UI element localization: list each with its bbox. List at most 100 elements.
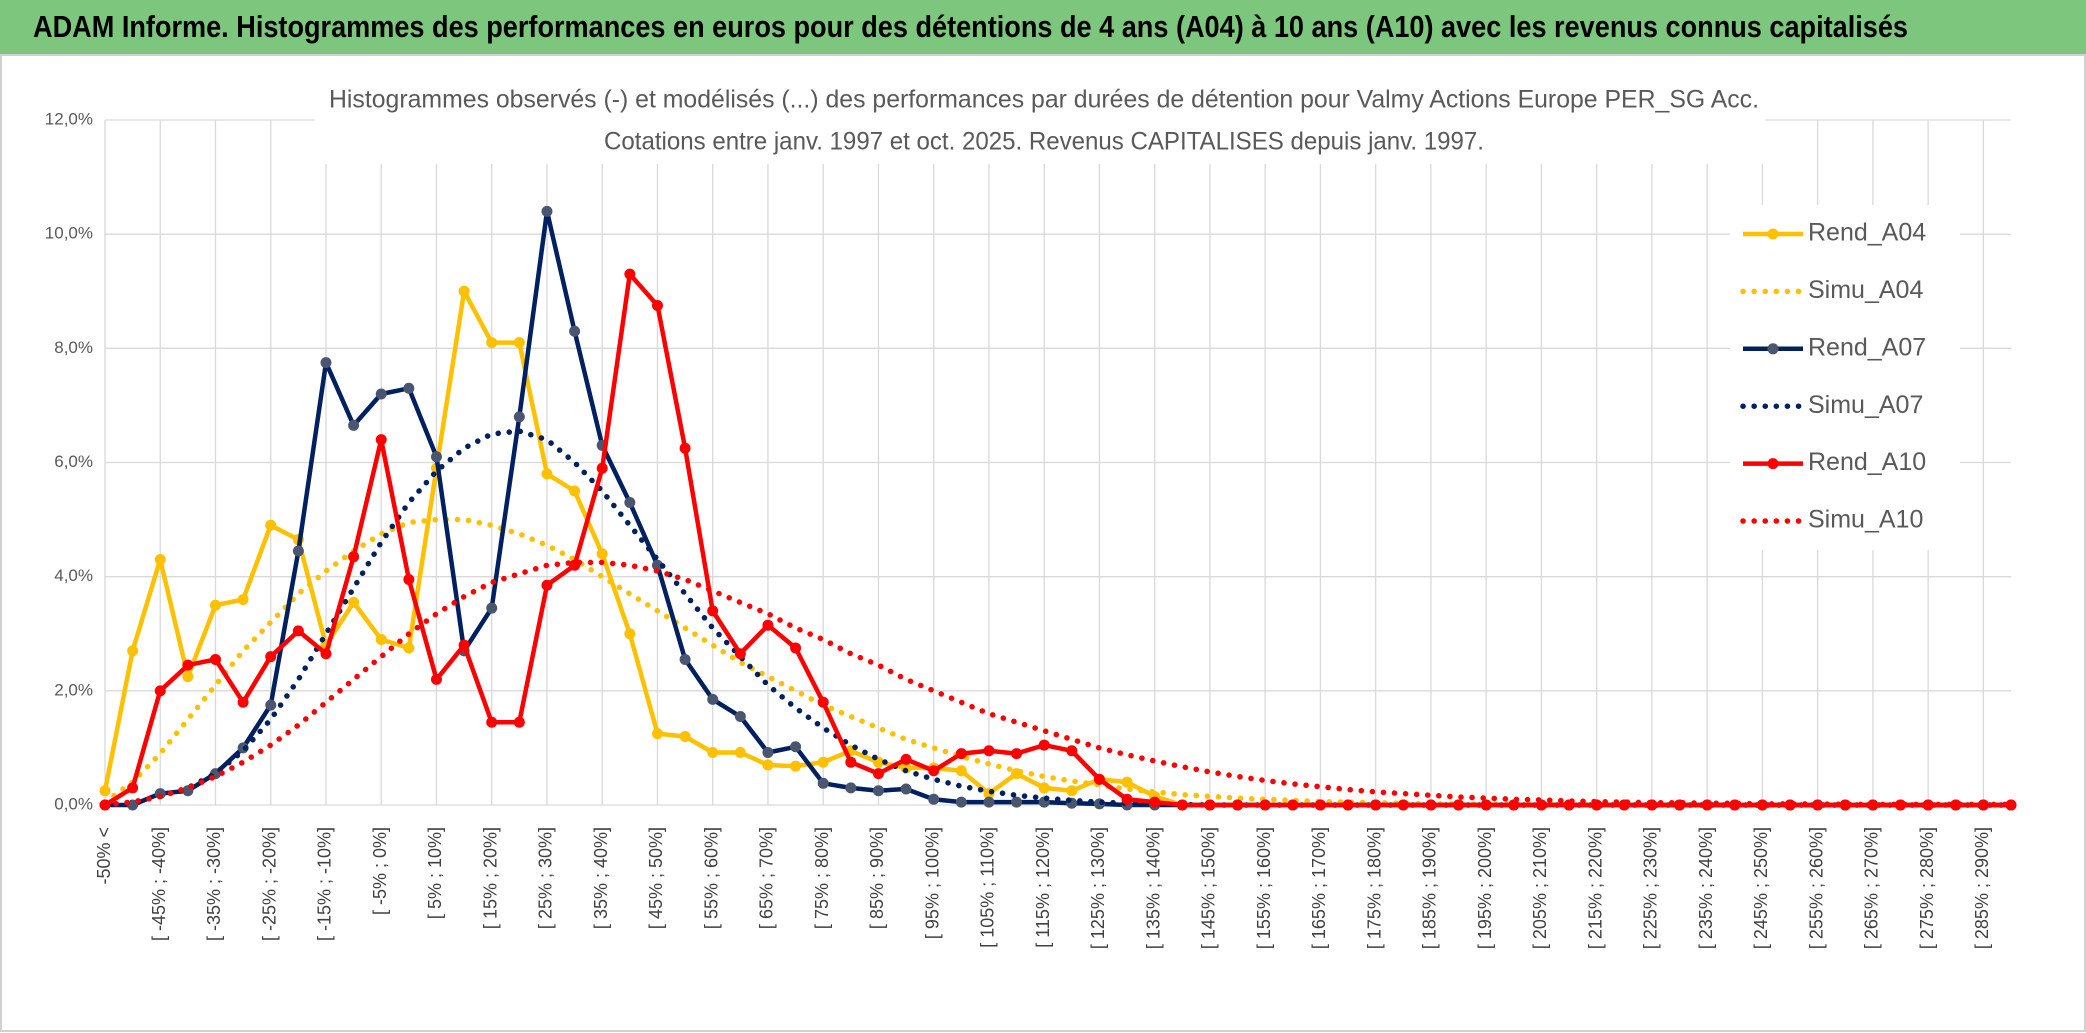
data-point [1093,773,1105,785]
data-point [513,716,525,728]
data-point [458,285,470,297]
data-point [679,731,691,742]
data-point [817,756,829,768]
x-tick-label: [ 225% ; 230%] [1641,827,1661,949]
x-tick-label: [ 55% ; 60%] [701,827,721,929]
data-point [375,388,387,400]
data-point [486,716,498,728]
data-point [955,796,967,808]
data-point [430,673,442,685]
data-point [790,760,802,772]
data-point [707,605,719,617]
data-point [707,746,719,758]
data-point [99,785,111,797]
data-point [955,748,967,760]
data-point [596,548,608,560]
y-tick-label: 2,0% [54,680,93,699]
x-tick-label: [ 245% ; 250%] [1751,827,1771,949]
x-tick-label: [ -45% ; -40%] [149,827,169,941]
data-point [679,442,691,454]
x-tick-label: [ 5% ; 10%] [425,827,445,919]
x-tick-label: [ 175% ; 180%] [1364,827,1384,949]
data-point [403,642,415,654]
data-point [541,468,553,480]
data-point [707,693,719,705]
data-point [1259,799,1271,811]
legend-backdrop [1730,205,1960,550]
data-point [679,653,691,665]
data-point [651,728,663,740]
data-point [624,268,636,280]
legend-label: Rend_A10 [1808,448,1926,476]
legend-marker [1767,228,1779,240]
data-point [209,599,221,611]
data-point [1038,782,1050,794]
data-point [265,699,277,711]
data-point [734,648,746,660]
data-point [790,741,802,753]
data-point [1038,739,1050,751]
data-point [127,782,139,794]
data-point [928,793,940,805]
x-tick-label: [ 255% ; 260%] [1806,827,1826,949]
data-point [265,651,277,663]
data-point [734,711,746,723]
data-point [182,671,194,683]
data-point [983,745,995,757]
legend-label: Simu_A07 [1808,391,1923,419]
data-point [237,696,249,708]
data-point [762,746,774,758]
data-point [817,777,829,789]
data-point [651,559,663,571]
chart-subtitle: Cotations entre janv. 1997 et oct. 2025.… [604,128,1484,156]
data-point [955,765,967,777]
data-point [734,746,746,758]
data-point [1066,745,1078,757]
x-tick-label: [ 35% ; 40%] [591,827,611,929]
x-tick-label: [ 235% ; 240%] [1696,827,1716,949]
data-point [513,337,525,349]
chart-title: Histogrammes observés (-) et modélisés (… [329,86,1759,114]
title-backdrop [315,80,1765,164]
data-point [1149,796,1161,808]
data-point [486,602,498,614]
data-point [375,434,387,446]
data-point [430,451,442,463]
data-point [1508,799,1520,811]
x-tick-label: [ 25% ; 30%] [536,827,556,929]
x-tick-label: [ 195% ; 200%] [1475,827,1495,949]
data-point [596,462,608,474]
legend-label: Simu_A10 [1808,506,1923,534]
x-tick-label: [ 275% ; 280%] [1917,827,1937,949]
data-point [928,765,940,777]
data-point [872,768,884,780]
data-point [762,619,774,631]
x-tick-label: [ -35% ; -30%] [204,827,224,941]
x-tick-label: [ 65% ; 70%] [757,827,777,929]
data-point [1314,799,1326,811]
y-tick-label: 10,0% [45,224,93,243]
data-point [1121,776,1133,788]
data-point [403,382,415,394]
x-tick-label: [ -5% ; 0%] [370,827,390,915]
data-point [127,645,139,657]
data-point [569,325,581,337]
data-point [569,485,581,497]
header-bar [0,0,2086,55]
data-point [900,783,912,795]
data-point [1011,796,1023,808]
chart-frame [0,54,2086,1032]
data-point [1232,799,1244,811]
y-tick-label: 12,0% [45,109,93,128]
data-point [154,554,166,566]
x-tick-label: [ 95% ; 100%] [922,827,942,939]
data-point [2005,799,2017,811]
x-tick-label: [ 115% ; 120%] [1033,827,1053,948]
data-point [541,205,553,217]
data-point [513,411,525,423]
data-point [651,300,663,312]
data-point [1950,799,1962,811]
data-point [237,594,249,605]
y-tick-label: 8,0% [54,338,93,357]
legend-label: Simu_A04 [1808,276,1923,304]
